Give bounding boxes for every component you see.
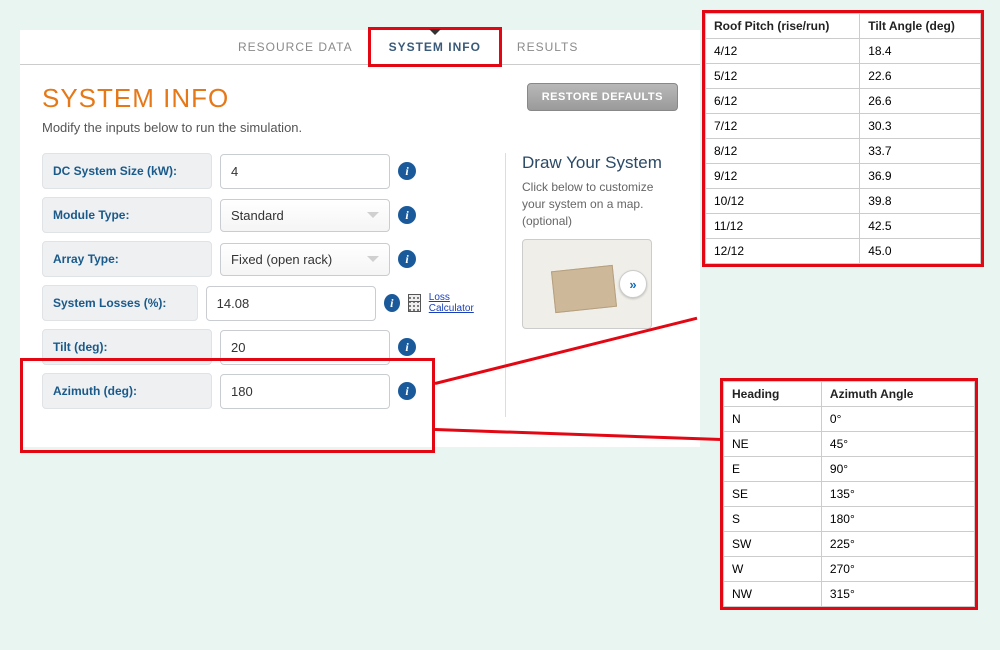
table-cell: SE <box>724 482 822 507</box>
table-cell: 45.0 <box>860 239 981 264</box>
table-cell: W <box>724 557 822 582</box>
label-losses: System Losses (%): <box>42 285 198 321</box>
calculator-icon <box>408 294 421 312</box>
table-header: Azimuth Angle <box>821 382 974 407</box>
row-dc-size: DC System Size (kW): i <box>42 153 491 189</box>
azimuth-table: Heading Azimuth Angle N0°NE45°E90°SE135°… <box>720 378 978 610</box>
table-cell: 135° <box>821 482 974 507</box>
main-panel: RESOURCE DATA SYSTEM INFO RESULTS SYSTEM… <box>20 30 700 447</box>
map-arrow-icon[interactable]: » <box>619 270 647 298</box>
table-cell: S <box>724 507 822 532</box>
table-row: 11/1242.5 <box>706 214 981 239</box>
table-row: 12/1245.0 <box>706 239 981 264</box>
info-icon[interactable]: i <box>398 250 416 268</box>
label-azimuth: Azimuth (deg): <box>42 373 212 409</box>
table-cell: N <box>724 407 822 432</box>
table-row: 9/1236.9 <box>706 164 981 189</box>
info-icon-azimuth[interactable]: i <box>398 382 416 400</box>
table-row: SE135° <box>724 482 975 507</box>
info-icon[interactable]: i <box>398 162 416 180</box>
restore-defaults-button[interactable]: RESTORE DEFAULTS <box>527 83 678 111</box>
table-row: S180° <box>724 507 975 532</box>
table-cell: 6/12 <box>706 89 860 114</box>
row-module-type: Module Type: Standard i <box>42 197 491 233</box>
select-module-type[interactable]: Standard <box>220 199 390 232</box>
table-cell: 4/12 <box>706 39 860 64</box>
table-cell: 225° <box>821 532 974 557</box>
tab-system-info[interactable]: SYSTEM INFO <box>368 27 502 67</box>
draw-system-desc: Click below to customize your system on … <box>522 179 678 229</box>
row-array-type: Array Type: Fixed (open rack) i <box>42 241 491 277</box>
table-cell: NW <box>724 582 822 607</box>
table-row: 8/1233.7 <box>706 139 981 164</box>
tab-resource-data[interactable]: RESOURCE DATA <box>220 30 371 64</box>
table-header: Tilt Angle (deg) <box>860 14 981 39</box>
table-cell: 10/12 <box>706 189 860 214</box>
table-cell: 22.6 <box>860 64 981 89</box>
table-cell: 315° <box>821 582 974 607</box>
table-cell: 90° <box>821 457 974 482</box>
info-icon[interactable]: i <box>384 294 400 312</box>
table-row: 6/1226.6 <box>706 89 981 114</box>
table-cell: 30.3 <box>860 114 981 139</box>
roof-pitch-table: Roof Pitch (rise/run) Tilt Angle (deg) 4… <box>702 10 984 267</box>
table-cell: NE <box>724 432 822 457</box>
row-losses: System Losses (%): i Loss Calculator <box>42 285 491 321</box>
input-dc-size[interactable] <box>220 154 390 189</box>
input-tilt[interactable] <box>220 330 390 365</box>
table-cell: 26.6 <box>860 89 981 114</box>
table-cell: 42.5 <box>860 214 981 239</box>
page-subtitle: Modify the inputs below to run the simul… <box>42 120 678 135</box>
table-cell: 11/12 <box>706 214 860 239</box>
table-header: Heading <box>724 382 822 407</box>
table-row: 4/1218.4 <box>706 39 981 64</box>
table-cell: 33.7 <box>860 139 981 164</box>
table-row: NW315° <box>724 582 975 607</box>
table-row: SW225° <box>724 532 975 557</box>
table-cell: 5/12 <box>706 64 860 89</box>
input-losses[interactable] <box>206 286 376 321</box>
tab-bar: RESOURCE DATA SYSTEM INFO RESULTS <box>20 30 700 65</box>
table-cell: 0° <box>821 407 974 432</box>
table-row: E90° <box>724 457 975 482</box>
table-cell: 8/12 <box>706 139 860 164</box>
row-tilt: Tilt (deg): i <box>42 329 491 365</box>
info-icon[interactable]: i <box>398 206 416 224</box>
select-array-type[interactable]: Fixed (open rack) <box>220 243 390 276</box>
table-cell: 7/12 <box>706 114 860 139</box>
table-cell: 39.8 <box>860 189 981 214</box>
input-azimuth[interactable] <box>220 374 390 409</box>
content-area: SYSTEM INFO RESTORE DEFAULTS Modify the … <box>20 65 700 447</box>
table-row: 5/1222.6 <box>706 64 981 89</box>
table-cell: 270° <box>821 557 974 582</box>
table-cell: 36.9 <box>860 164 981 189</box>
row-azimuth: Azimuth (deg): i <box>42 373 491 409</box>
table-cell: 9/12 <box>706 164 860 189</box>
map-thumbnail[interactable]: » <box>522 239 652 329</box>
label-array-type: Array Type: <box>42 241 212 277</box>
table-row: W270° <box>724 557 975 582</box>
table-cell: 45° <box>821 432 974 457</box>
table-row: NE45° <box>724 432 975 457</box>
table-row: 10/1239.8 <box>706 189 981 214</box>
draw-system-panel: Draw Your System Click below to customiz… <box>505 153 678 417</box>
table-cell: 12/12 <box>706 239 860 264</box>
draw-system-title: Draw Your System <box>522 153 678 173</box>
loss-calculator-link[interactable]: Loss Calculator <box>429 292 491 314</box>
table-row: N0° <box>724 407 975 432</box>
label-tilt: Tilt (deg): <box>42 329 212 365</box>
label-dc-size: DC System Size (kW): <box>42 153 212 189</box>
table-cell: 18.4 <box>860 39 981 64</box>
table-cell: E <box>724 457 822 482</box>
tab-results[interactable]: RESULTS <box>499 30 596 64</box>
table-row: 7/1230.3 <box>706 114 981 139</box>
table-cell: SW <box>724 532 822 557</box>
form-column: DC System Size (kW): i Module Type: Stan… <box>42 153 491 417</box>
table-cell: 180° <box>821 507 974 532</box>
info-icon-tilt[interactable]: i <box>398 338 416 356</box>
label-module-type: Module Type: <box>42 197 212 233</box>
table-header: Roof Pitch (rise/run) <box>706 14 860 39</box>
